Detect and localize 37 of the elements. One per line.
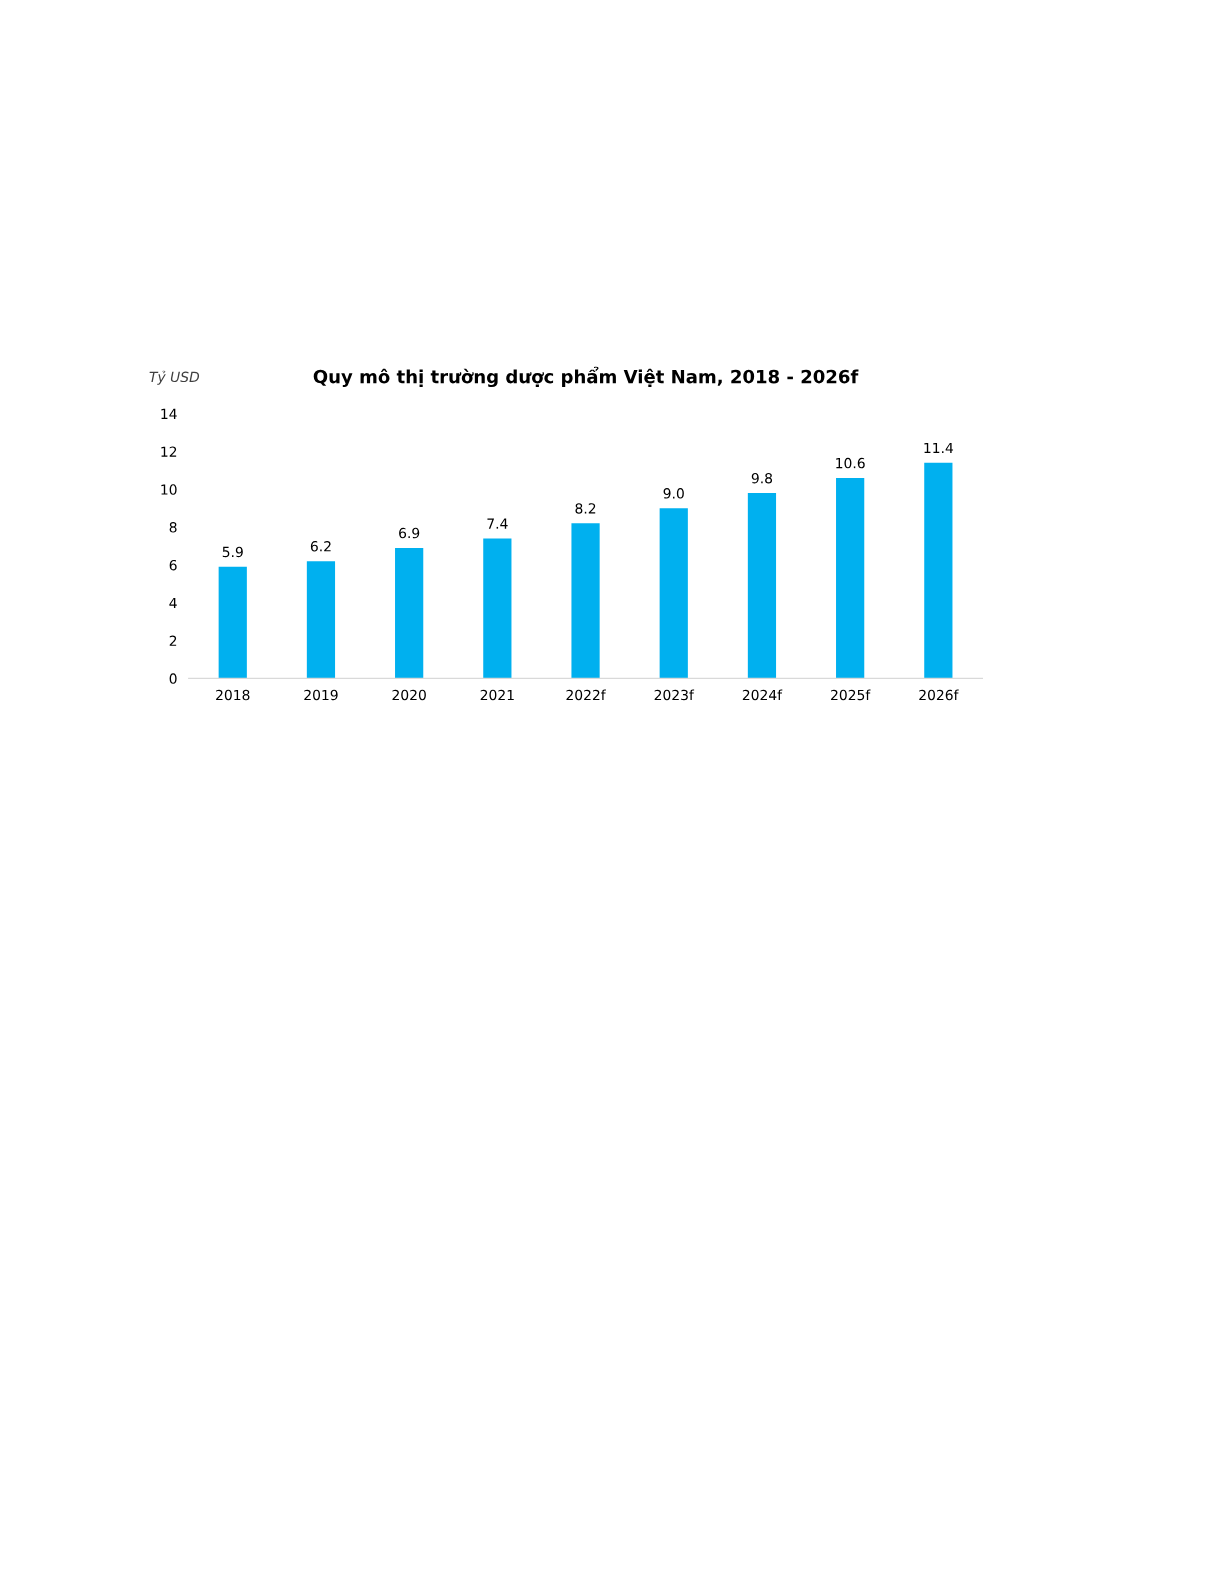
bar	[306, 561, 336, 679]
data-label: 7.4	[487, 518, 508, 529]
y-tick-label: 0	[169, 673, 177, 684]
y-tick-label: 14	[161, 408, 177, 419]
bar	[924, 462, 953, 679]
bar	[218, 566, 247, 679]
bar	[659, 508, 688, 679]
bar	[483, 538, 512, 679]
x-tick-label: 2024f	[742, 689, 783, 701]
x-tick-label: 2026f	[919, 689, 959, 701]
bar	[836, 477, 865, 679]
x-tick-label: 2020	[392, 689, 426, 701]
data-label: 9.0	[663, 488, 684, 499]
data-label: 8.2	[575, 503, 596, 514]
data-label: 6.9	[399, 527, 420, 539]
x-tick-label: 2019	[304, 689, 338, 701]
chart-title: Quy mô thị trường dược phẩm Việt Nam, 2018 - 2026f	[313, 366, 859, 388]
x-tick-label: 2022f	[566, 689, 606, 701]
y-tick-label: 6	[169, 559, 177, 571]
y-tick-label: 2	[169, 635, 177, 646]
y-tick-label: 8	[169, 522, 177, 533]
bar	[747, 493, 777, 679]
y-axis-title: Tỷ USD	[149, 370, 200, 385]
data-label: 6.2	[310, 541, 331, 552]
data-label: 9.8	[751, 472, 773, 484]
y-tick-label: 10	[161, 484, 177, 495]
data-label: 10.6	[836, 457, 865, 469]
x-tick-label: 2025f	[831, 689, 871, 701]
data-label: 5.9	[222, 546, 243, 558]
x-tick-label: 2021	[480, 689, 514, 701]
x-tick-label: 2018	[216, 689, 250, 701]
x-tick-label: 2023f	[654, 689, 695, 701]
bar	[395, 547, 424, 679]
y-tick-label: 4	[169, 597, 177, 609]
bar	[571, 523, 600, 679]
data-label: 11.4	[924, 442, 954, 454]
y-tick-label: 12	[161, 446, 177, 457]
